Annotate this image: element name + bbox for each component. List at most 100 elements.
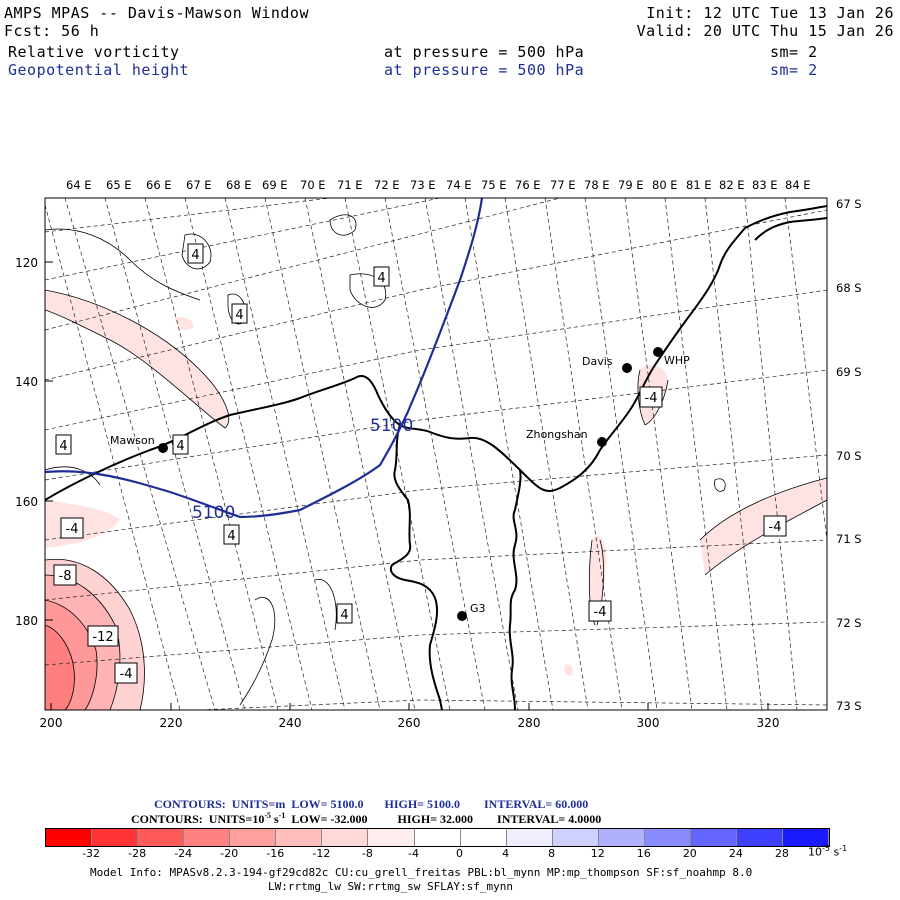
lon-label: 77 E: [550, 178, 576, 192]
svg-text:4: 4: [235, 308, 243, 323]
colorbar-swatch: [644, 829, 691, 846]
colorbar-label: -32: [82, 847, 101, 860]
station-marker: [622, 363, 632, 373]
svg-text:-4: -4: [645, 391, 658, 406]
colorbar-swatch: [460, 829, 507, 846]
lat-label: 73 S: [836, 699, 862, 713]
lon-label: 68 E: [226, 178, 252, 192]
field1-smoothing: sm= 2: [770, 43, 818, 61]
svg-text:4: 4: [191, 248, 199, 263]
colorbar-label: 20: [682, 847, 697, 860]
x-tick-label: 280: [518, 716, 541, 730]
contour-label: 4: [172, 434, 189, 455]
contour-label: 4: [187, 243, 204, 264]
colorbar-labels: -32 -28 -24 -20 -16 -12 -8 -4 0 4 8 12 16 20 24 28: [45, 847, 828, 861]
lat-label: 72 S: [836, 616, 862, 630]
contour-label: -8: [53, 564, 77, 586]
height-label: 5100: [192, 503, 235, 523]
lon-label: 78 E: [584, 178, 610, 192]
lon-label: 64 E: [66, 178, 92, 192]
field1-name: Relative vorticity: [8, 43, 180, 61]
map-title: AMPS MPAS -- Davis-Mawson Window: [4, 4, 309, 22]
graticule: [45, 198, 827, 710]
longitude-labels: 64 E 65 E 66 E 67 E 68 E 69 E 70 E 71 E …: [66, 178, 811, 192]
lat-label: 67 S: [836, 197, 862, 211]
contour-label: -12: [87, 625, 119, 647]
vorticity-contours: [45, 214, 827, 710]
lon-label: 73 E: [410, 178, 436, 192]
lon-label: 72 E: [374, 178, 400, 192]
y-tick-label: 120: [15, 256, 38, 270]
colorbar-label: -20: [220, 847, 239, 860]
station-label: Zhongshan: [526, 428, 588, 441]
map-frame: [44, 197, 828, 711]
model-info-physics: LW:rrtmg_lw SW:rrtmg_sw SFLAY:sf_mynn: [268, 880, 514, 893]
x-tick-label: 300: [637, 716, 660, 730]
lon-label: 79 E: [618, 178, 644, 192]
lon-label: 74 E: [446, 178, 472, 192]
model-info: Model Info: MPASv8.2.3-194-gf29cd82c CU:…: [90, 866, 753, 879]
contour-label: -4: [639, 386, 663, 408]
lon-label: 83 E: [752, 178, 778, 192]
height-contour-info: CONTOURS: UNITS=m LOW= 5100.0 HIGH= 5100…: [154, 797, 589, 811]
contour-label: -4: [60, 517, 84, 539]
forecast-hour: Fcst: 56 h: [4, 22, 100, 40]
station-marker: [597, 437, 607, 447]
x-tick-label: 200: [40, 716, 63, 730]
colorbar-unit: 10-5 s-1: [808, 844, 848, 859]
x-tick-label: 320: [757, 716, 780, 730]
svg-text:4: 4: [59, 439, 67, 454]
station-marker: [457, 611, 467, 621]
lon-label: 70 E: [300, 178, 326, 192]
colorbar-label: 4: [502, 847, 510, 860]
stations: Davis WHP Mawson Zhongshan G3: [110, 347, 690, 621]
field1-level: at pressure = 500 hPa: [384, 43, 585, 61]
y-tick-label: 140: [15, 375, 38, 389]
x-tick-label: 240: [279, 716, 302, 730]
svg-text:-4: -4: [66, 522, 79, 537]
station-marker: [158, 443, 168, 453]
svg-text:-4: -4: [769, 520, 782, 535]
colorbar-label: 16: [636, 847, 651, 860]
contour-label: 4: [373, 266, 390, 287]
contour-labels: 4 4 4 4 4 4 4 -4 -8 -12 -4 -4 -4 -4 -4: [53, 243, 787, 684]
lon-label: 75 E: [481, 178, 507, 192]
lon-label: 67 E: [186, 178, 212, 192]
svg-text:-8: -8: [59, 569, 72, 584]
lon-label: 65 E: [106, 178, 132, 192]
colorbar-swatch: [92, 829, 139, 846]
height-contour: [45, 198, 484, 519]
y-tick-label: 180: [15, 614, 38, 628]
lon-label: 80 E: [652, 178, 678, 192]
colorbar-label: 12: [590, 847, 605, 860]
colorbar-swatch: [46, 829, 93, 846]
contour-label: -4: [588, 600, 612, 622]
colorbar-swatch: [552, 829, 599, 846]
lon-label: 66 E: [146, 178, 172, 192]
colorbar-swatch: [138, 829, 185, 846]
colorbar-swatch: [783, 829, 830, 846]
contour-label: 4: [55, 434, 72, 455]
colorbar-label: 8: [548, 847, 556, 860]
station-label: Mawson: [110, 434, 155, 447]
colorbar-label: 28: [774, 847, 789, 860]
colorbar-label: -16: [266, 847, 285, 860]
station-label: Davis: [582, 355, 613, 368]
vorticity-shading: [45, 290, 827, 710]
colorbar: [45, 828, 830, 847]
colorbar-swatch: [184, 829, 231, 846]
contour-label: -4: [763, 515, 787, 537]
svg-text:-4: -4: [594, 605, 607, 620]
colorbar-swatch: [690, 829, 737, 846]
colorbar-label: 0: [456, 847, 464, 860]
colorbar-swatch: [230, 829, 277, 846]
x-tick-label: 260: [398, 716, 421, 730]
field2-name: Geopotential height: [8, 61, 190, 79]
lon-label: 76 E: [515, 178, 541, 192]
axis-ticks: [45, 261, 769, 710]
station-label: WHP: [664, 354, 690, 367]
y-tick-label: 160: [15, 495, 38, 509]
y-tick-labels: 120 140 160 180: [15, 256, 38, 628]
colorbar-swatch: [322, 829, 369, 846]
svg-text:4: 4: [227, 529, 235, 544]
